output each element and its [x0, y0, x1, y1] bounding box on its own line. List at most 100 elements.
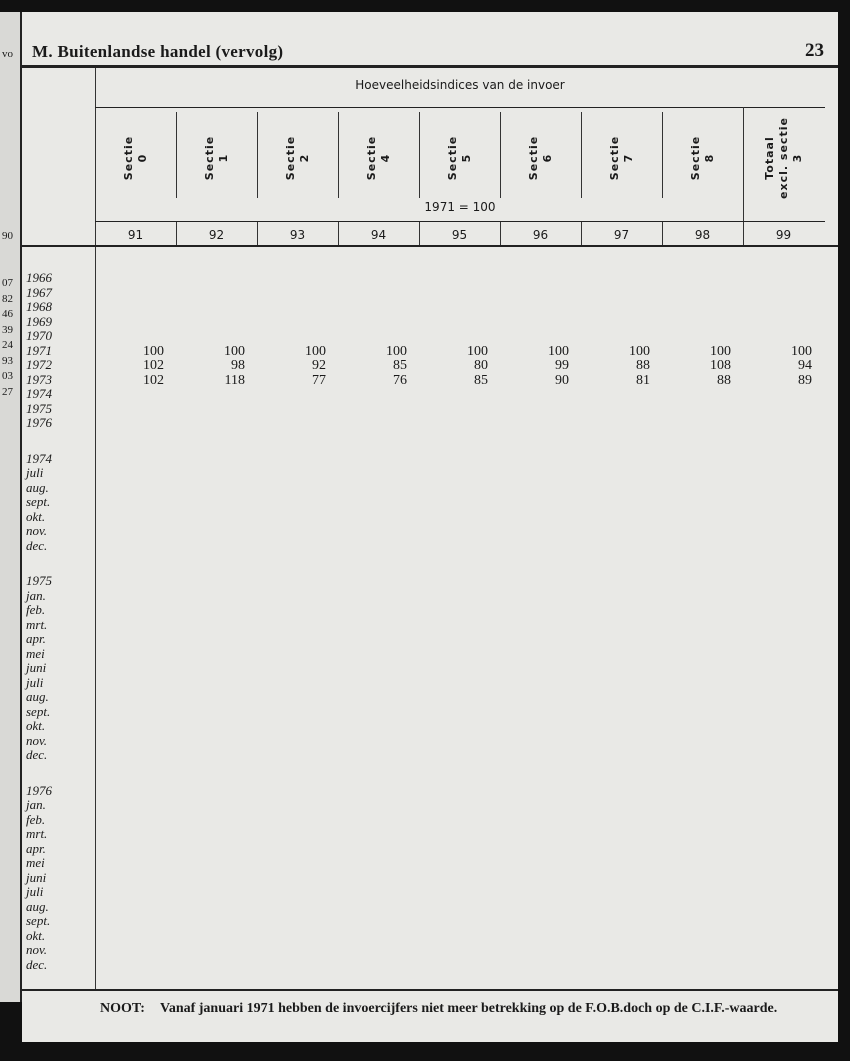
column-code: 91	[127, 228, 144, 242]
table-cell: 118	[224, 372, 245, 388]
row-label: mei	[26, 855, 45, 870]
row-label: okt.	[26, 718, 46, 733]
table-cell: 88	[636, 358, 650, 373]
column-code: 97	[613, 228, 630, 242]
prev-page-text: 03	[2, 370, 13, 382]
column-header: Sectie 7	[581, 110, 662, 206]
row-label: juni	[26, 660, 47, 675]
column-header: Sectie 4	[338, 110, 419, 206]
column-header: Sectie 6	[500, 110, 581, 206]
stub-group: 1975 jan. feb. mrt. apr. mei juni juli aug. sept.…	[26, 573, 52, 763]
note-text: Vanaf januari 1971 hebben de invoercijfe…	[160, 1001, 778, 1016]
row-label: juli	[26, 884, 44, 899]
column-code: 94	[370, 228, 387, 242]
code-rule	[95, 221, 825, 222]
column-divider	[662, 112, 663, 198]
page-number: 23	[805, 40, 824, 61]
column-label: Sectie 1	[202, 135, 230, 181]
row-label: sept.	[26, 703, 51, 719]
column-label: Sectie 7	[607, 135, 635, 181]
column-divider	[500, 222, 501, 245]
row-label: dec.	[26, 537, 48, 553]
row-label: dec.	[26, 956, 48, 972]
table-cell: 85	[393, 358, 407, 373]
column-divider	[419, 222, 420, 245]
row-label: 1974	[26, 386, 52, 401]
row-label: jan.	[26, 587, 46, 603]
row-label: aug.	[26, 479, 49, 495]
table-cell: 100	[791, 343, 812, 359]
header-rule	[95, 107, 825, 108]
column-divider	[176, 222, 177, 245]
prev-page-text: vo	[2, 48, 13, 60]
row-label: feb.	[26, 602, 46, 617]
previous-page-edge: vo 90 07 82 46 39 24 93 03 27	[0, 12, 23, 1002]
prev-page-text: 24	[2, 339, 13, 351]
row-label: jan.	[26, 797, 46, 812]
table-cell: 92	[312, 358, 326, 373]
stub-group: 1976 jan. feb. mrt. apr. mei juni juli aug. sept.…	[26, 782, 52, 973]
column-code: 96	[532, 228, 549, 242]
table-cell: 100	[467, 343, 488, 359]
row-label: 1967	[26, 284, 52, 300]
table-cell: 100	[224, 343, 245, 359]
note-label: NOOT:	[100, 1001, 145, 1016]
row-label: nov.	[26, 523, 48, 538]
column-divider	[338, 222, 339, 245]
table-cell: 108	[710, 358, 731, 373]
prev-page-text: 27	[2, 385, 13, 398]
row-label: 1971	[26, 342, 52, 358]
column-header: Sectie 1	[176, 110, 257, 206]
row-label: juli	[26, 465, 44, 480]
table-cell: 85	[474, 372, 488, 388]
row-label: mrt.	[26, 826, 48, 841]
column-divider	[581, 222, 582, 245]
table-cell: 100	[710, 343, 731, 359]
prev-page-text: 90	[2, 230, 13, 242]
column-divider	[257, 222, 258, 245]
column-label: Sectie 6	[526, 135, 554, 181]
row-label: okt.	[26, 927, 46, 943]
table-cell: 80	[474, 358, 488, 373]
column-label: Sectie 0	[121, 135, 149, 181]
table-cell: 102	[143, 372, 164, 388]
table-cell: 90	[555, 372, 569, 388]
column-label: Sectie 2	[283, 135, 311, 181]
row-label: nov.	[26, 942, 48, 957]
column-code: 92	[208, 228, 225, 242]
stub-group: 1966 1967 1968 1969 1970 1971 1972 1973 1974 1975…	[26, 270, 52, 431]
row-label: 1973	[26, 371, 52, 387]
row-label: mei	[26, 645, 45, 661]
table-cell: 100	[386, 343, 407, 359]
row-label: juni	[26, 869, 47, 885]
row-label: 1976	[26, 782, 52, 798]
row-label: feb.	[26, 811, 46, 827]
row-label: nov.	[26, 732, 48, 748]
column-code: 99	[775, 228, 792, 242]
column-divider	[743, 222, 744, 245]
column-divider	[581, 112, 582, 198]
footnote: NOOT: Vanaf januari 1971 hebben de invoer…	[100, 1000, 820, 1017]
column-header: Sectie 8	[662, 110, 743, 206]
column-code: 93	[289, 228, 306, 242]
bottom-rule	[22, 989, 838, 991]
row-label: sept.	[26, 494, 51, 509]
row-label: 1969	[26, 313, 52, 329]
row-label: apr.	[26, 631, 46, 646]
column-divider	[500, 112, 501, 198]
row-stub: 1966 1967 1968 1969 1970 1971 1972 1973 1974 1975…	[26, 270, 52, 993]
row-label: 1966	[26, 270, 52, 285]
column-divider	[743, 107, 744, 245]
row-label: aug.	[26, 898, 49, 914]
table-cell: 94	[798, 358, 812, 373]
row-label: dec.	[26, 747, 48, 762]
row-label: okt.	[26, 508, 46, 524]
stub-divider	[95, 68, 96, 990]
prev-page-text: 07	[2, 277, 13, 289]
row-label: juli	[26, 674, 44, 690]
row-label: mrt.	[26, 616, 48, 632]
top-rule	[22, 65, 838, 68]
table-cell: 102	[143, 358, 164, 373]
prev-page-text: 82	[2, 292, 13, 305]
table-cell: 100	[305, 343, 326, 359]
